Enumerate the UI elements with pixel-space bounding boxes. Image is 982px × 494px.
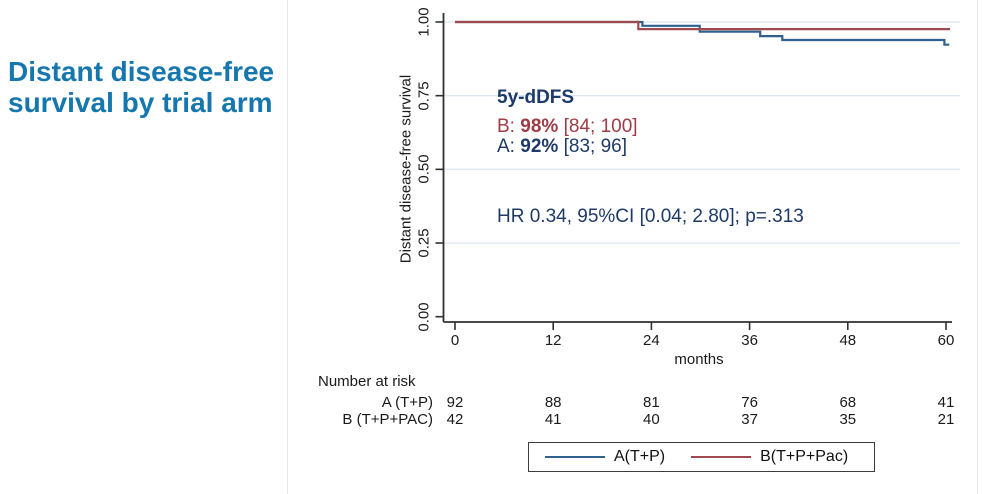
annotation-b-label: B:: [497, 116, 515, 137]
annotation-arm-b: B: 98% [84; 100]: [497, 116, 638, 138]
km-curve-a: [455, 20, 950, 46]
annotation-a-value: 92%: [520, 136, 559, 157]
risk-row-label-a: A (T+P): [381, 394, 433, 411]
x-axis-title: months: [674, 351, 724, 368]
annotation-a-ci: [83; 96]: [563, 136, 627, 157]
risk-row-label-b: B (T+P+PAC): [342, 411, 433, 428]
legend-label-b: B(T+P+Pac): [760, 448, 849, 465]
annotation-arm-a: A: 92% [83; 96]: [497, 136, 627, 158]
annotation-heading: 5y-dDFS: [497, 87, 575, 108]
annotation-b-value: 98%: [520, 116, 559, 137]
legend-line-b-icon: [691, 455, 752, 459]
placeholder-edge-left: [287, 0, 288, 494]
legend: A(T+P) B(T+P+Pac): [528, 442, 875, 472]
y-axis-title: Distant disease-free survival: [397, 74, 415, 264]
annotation-a-label: A:: [497, 136, 515, 157]
annotation-b-ci: [84; 100]: [563, 116, 638, 137]
placeholder-edge-right: [977, 0, 978, 494]
legend-line-a-icon: [545, 455, 605, 459]
legend-label-a: A(T+P): [614, 448, 666, 465]
risk-table-heading: Number at risk: [318, 373, 416, 390]
page-title: Distant disease-free survival by trial a…: [8, 56, 275, 118]
annotation-hazard-ratio: HR 0.34, 95%CI [0.04; 2.80]; p=.313: [497, 206, 804, 227]
km-curve-b: [455, 20, 951, 31]
